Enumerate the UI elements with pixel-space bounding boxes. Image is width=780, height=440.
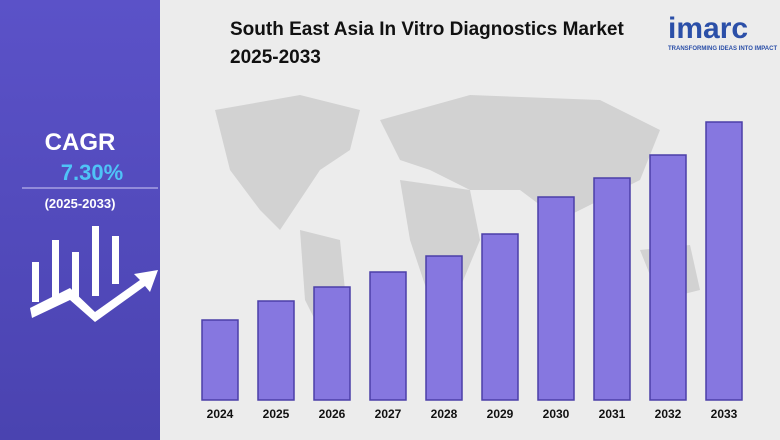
- x-tick-label: 2032: [655, 407, 682, 421]
- x-tick-label: 2027: [375, 407, 402, 421]
- chart-title: South East Asia In Vitro Diagnostics Mar…: [230, 19, 624, 68]
- x-tick-label: 2033: [711, 407, 738, 421]
- cagr-value: 7.30%: [61, 160, 123, 185]
- cagr-period: (2025-2033): [45, 196, 116, 211]
- bar: [705, 121, 743, 401]
- bar: [201, 319, 239, 401]
- x-tick-label: 2025: [263, 407, 290, 421]
- x-tick-label: 2026: [319, 407, 346, 421]
- logo-tagline: TRANSFORMING IDEAS INTO IMPACT: [668, 46, 777, 52]
- x-tick-label: 2031: [599, 407, 626, 421]
- bar: [537, 196, 575, 401]
- x-tick-label: 2024: [207, 407, 234, 421]
- cagr-label: CAGR: [45, 129, 116, 156]
- bar: [425, 255, 463, 401]
- bar: [369, 271, 407, 401]
- x-tick-label: 2029: [487, 407, 514, 421]
- logo: imarc: [668, 12, 748, 45]
- bar: [257, 300, 295, 401]
- x-tick-label: 2028: [431, 407, 458, 421]
- x-tick-label: 2030: [543, 407, 570, 421]
- bar: [649, 154, 687, 401]
- bar: [593, 177, 631, 401]
- growth-icon: [30, 226, 158, 322]
- sidebar: [0, 0, 160, 440]
- bar: [481, 233, 519, 401]
- bar: [313, 286, 351, 401]
